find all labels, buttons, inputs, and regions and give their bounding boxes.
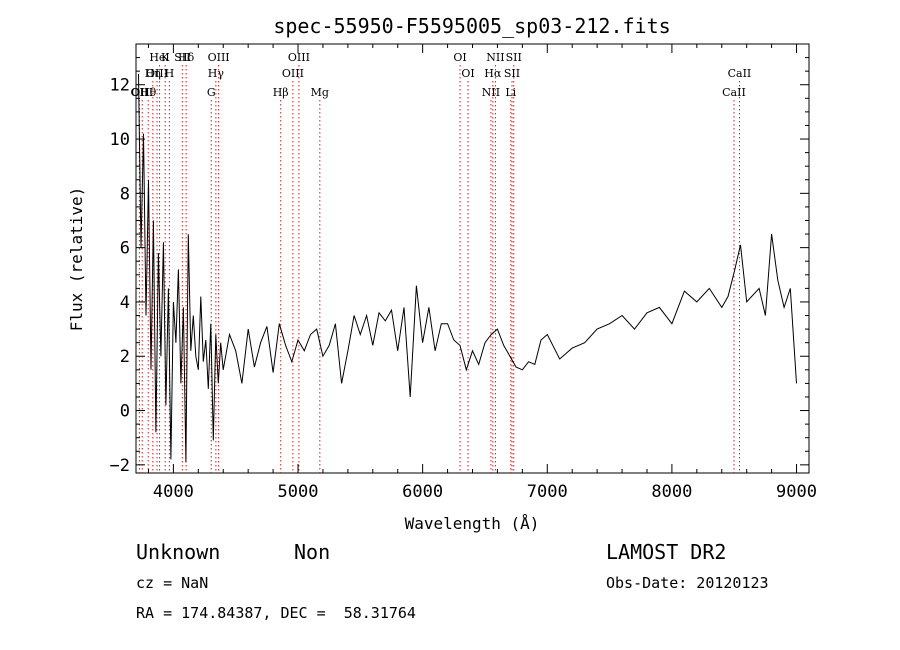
redshift-text: cz = NaN [136,574,209,592]
line-marker-label: SII [174,51,190,64]
y-tick-label: 4 [120,293,130,313]
x-axis-ticks: 4000 5000 6000 7000 8000 9000 [147,44,817,502]
line-marker-label: NII [486,51,504,64]
line-marker-label: Hβ [273,86,289,99]
spectral-class: Unknown [136,540,221,564]
line-marker-label: OIII [208,51,230,64]
spectrum-series-line [138,73,797,463]
y-tick-label: 12 [110,76,130,96]
line-marker-label: OII [131,86,149,99]
x-tick-label: 6000 [402,482,443,502]
line-marker-label: H [165,67,175,80]
line-marker-label: Hη [145,67,161,80]
emission-line-markers [138,65,740,473]
line-marker-label: SII [504,67,520,80]
observation-date: Obs-Date: 20120123 [606,574,769,592]
y-axis-ticks: −2 0 2 4 6 8 10 12 [110,57,809,476]
y-tick-label: 0 [120,402,130,422]
line-marker-label: Hα [484,67,502,80]
line-marker-label: OI [461,67,474,80]
chart-title: spec-55950-F5595005_sp03-212.fits [273,14,670,38]
spectral-subclass: Non [294,540,331,564]
emission-line-labels: OIIOIIIHθHηOIIIHeIKHSIIHδGHγOIIIHβOIIIOI… [131,51,752,99]
line-marker-label: OIII [282,67,304,80]
x-tick-label: 8000 [651,482,692,502]
y-tick-label: −2 [110,456,130,476]
line-marker-label: OIII [146,67,168,80]
line-marker-label: K [161,51,170,64]
y-tick-label: 10 [110,130,130,150]
y-tick-label: 6 [120,239,130,259]
x-tick-label: 4000 [153,482,194,502]
survey-name: LAMOST DR2 [606,540,727,564]
line-marker-label: OI [453,51,466,64]
line-marker-label: OIII [131,86,153,99]
line-marker-label: Hδ [178,51,195,64]
y-tick-label: 8 [120,184,130,204]
plot-frame [135,43,810,474]
line-marker-label: CaII [722,86,746,99]
line-marker-label: OIII [288,51,310,64]
x-tick-label: 7000 [527,482,568,502]
line-marker-label: SII [506,51,522,64]
x-tick-label: 9000 [776,482,817,502]
coordinates-text: RA = 174.84387, DEC = 58.31764 [136,604,416,622]
line-marker-label: G [207,86,216,99]
line-marker-label: Li [505,86,516,99]
line-marker-label: NII [482,86,500,99]
line-marker-label: HeI [149,51,169,64]
x-tick-label: 5000 [278,482,319,502]
y-tick-label: 2 [120,347,130,367]
line-marker-label: CaII [728,67,752,80]
line-marker-label: Hθ [140,86,157,99]
line-marker-label: Hγ [208,67,225,80]
x-axis-label: Wavelength (Å) [405,514,540,533]
line-marker-label: Mg [311,86,329,99]
y-axis-label: Flux (relative) [67,187,86,332]
